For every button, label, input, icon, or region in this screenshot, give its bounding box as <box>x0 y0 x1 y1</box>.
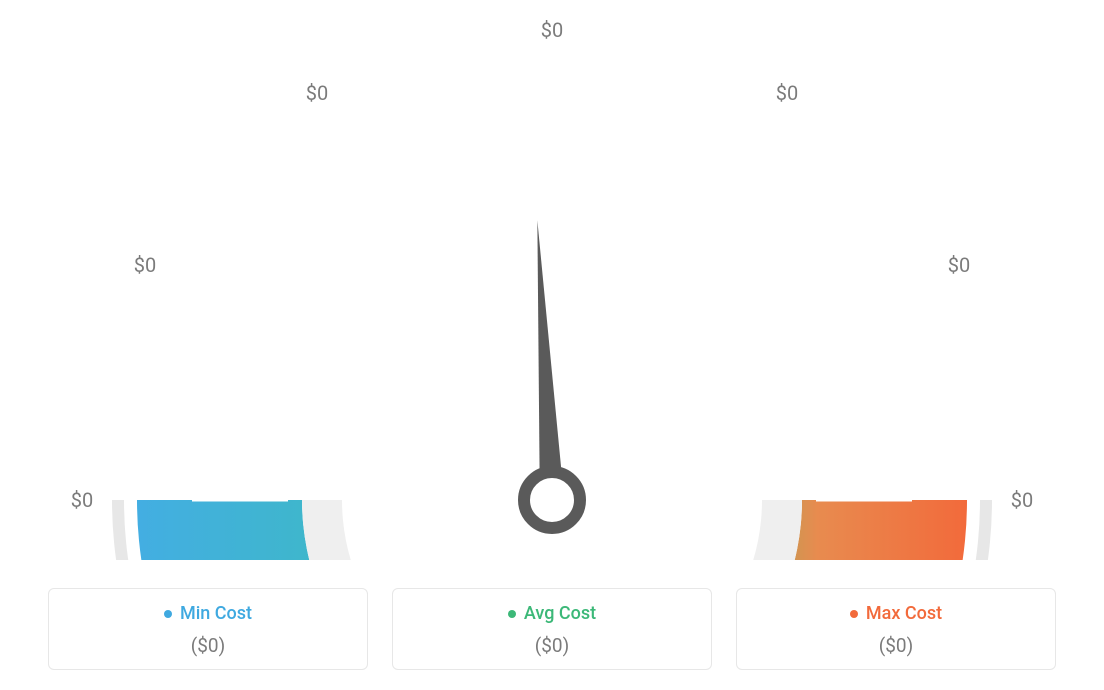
gauge-chart: $0 $0 $0 $0 $0 $0 $0 <box>0 0 1104 560</box>
gauge-tick-label: $0 <box>134 253 156 277</box>
legend-dot-avg <box>508 610 516 618</box>
legend-value-min: ($0) <box>59 634 357 657</box>
gauge-tick-label: $0 <box>306 81 328 105</box>
legend-title-avg: Avg Cost <box>508 603 596 624</box>
legend-dot-min <box>164 610 172 618</box>
gauge-tick-label: $0 <box>541 18 563 42</box>
gauge-svg <box>0 0 1104 560</box>
gauge-tick-label: $0 <box>948 253 970 277</box>
legend-value-max: ($0) <box>747 634 1045 657</box>
legend-card-min: Min Cost ($0) <box>48 588 368 671</box>
legend-title-min: Min Cost <box>164 603 252 624</box>
gauge-tick-label: $0 <box>776 81 798 105</box>
gauge-tick-label: $0 <box>1011 488 1033 512</box>
legend-card-max: Max Cost ($0) <box>736 588 1056 671</box>
cost-gauge-infographic: $0 $0 $0 $0 $0 $0 $0 Min Cost ($0) Avg Cost ($… <box>0 0 1104 690</box>
legend-label-min: Min Cost <box>180 603 252 624</box>
legend-row: Min Cost ($0) Avg Cost ($0) Max Cost ($0… <box>0 588 1104 671</box>
legend-label-max: Max Cost <box>866 603 942 624</box>
legend-dot-max <box>850 610 858 618</box>
legend-title-max: Max Cost <box>850 603 942 624</box>
legend-value-avg: ($0) <box>403 634 701 657</box>
legend-label-avg: Avg Cost <box>524 603 596 624</box>
legend-card-avg: Avg Cost ($0) <box>392 588 712 671</box>
gauge-tick-label: $0 <box>71 488 93 512</box>
